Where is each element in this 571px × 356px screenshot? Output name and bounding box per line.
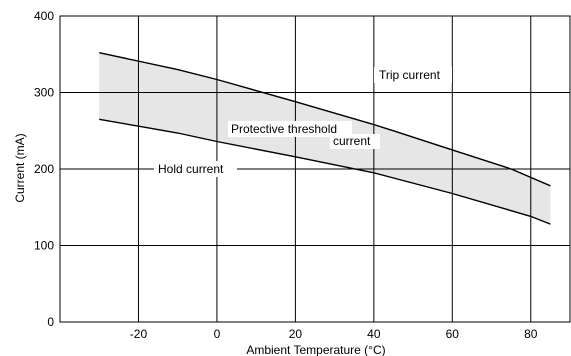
- y-tick-label: 400: [34, 9, 54, 23]
- x-tick-label: 60: [446, 327, 460, 341]
- y-tick-label: 0: [47, 315, 54, 329]
- annotation-hold-current: Hold current: [154, 161, 237, 177]
- x-tick-label: 40: [367, 327, 381, 341]
- x-tick-label: 0: [214, 327, 221, 341]
- annotation-protective-threshold-text-line1: Protective threshold: [231, 122, 337, 136]
- protective-threshold-band: [99, 52, 551, 225]
- annotation-trip-current: Trip current: [374, 67, 452, 83]
- annotation-protective-threshold-text-line2: current: [333, 134, 371, 148]
- plot-frame: [59, 15, 571, 323]
- annotation-hold-current-text: Hold current: [158, 162, 224, 176]
- x-tick-label: -20: [130, 327, 148, 341]
- annotation-protective-threshold: Protective threshold current: [228, 121, 380, 149]
- x-tick-label: 80: [524, 327, 538, 341]
- x-tick-label: 20: [289, 327, 303, 341]
- x-axis-label: Ambient Temperature (°C): [246, 343, 385, 356]
- y-axis-label: Current (mA): [13, 133, 27, 202]
- y-tick-label: 100: [34, 239, 54, 253]
- hold-current-line: [99, 118, 551, 225]
- curve-layer: [99, 52, 551, 225]
- y-tick-label: 200: [34, 162, 54, 176]
- tick-label-layer: -20 0 20 40 60 80 0 100 200 300 400: [34, 9, 538, 341]
- trip-current-line: [99, 52, 551, 187]
- annotation-trip-current-text: Trip current: [379, 68, 441, 82]
- y-tick-label: 300: [34, 86, 54, 100]
- protective-threshold-band-layer: [99, 52, 551, 225]
